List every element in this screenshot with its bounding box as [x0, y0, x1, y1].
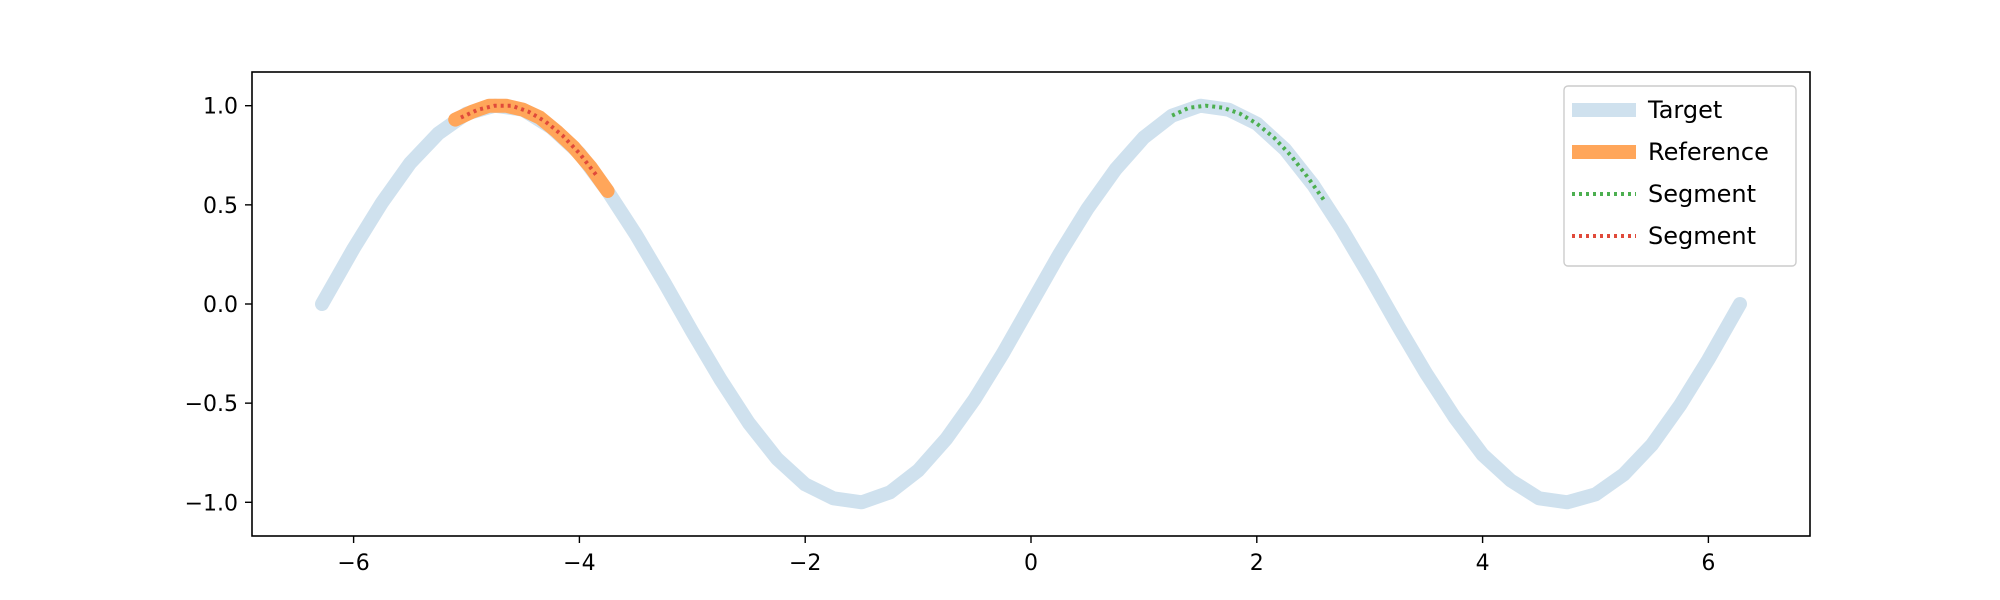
legend-label-1: Reference [1648, 138, 1769, 166]
axis-ticks: −6 −4 −2 0 2 4 6 −1.0 −0.5 0.0 0.5 1.0 [185, 95, 1716, 576]
x-tick-label: −2 [789, 551, 821, 576]
x-tick-label: 6 [1701, 551, 1715, 576]
y-tick-label: 0.0 [203, 293, 238, 318]
x-tick-label: 0 [1024, 551, 1038, 576]
plot-area [315, 98, 1747, 510]
legend-box [1563, 85, 1797, 267]
legend-label-2: Segment [1648, 180, 1756, 208]
y-tick-label: 0.5 [203, 194, 238, 219]
x-tick-label: 2 [1250, 551, 1264, 576]
legend-label-3: Segment [1648, 222, 1756, 250]
y-tick-label: −1.0 [185, 491, 238, 516]
x-tick-label: −6 [337, 551, 369, 576]
y-tick-label: −0.5 [185, 392, 238, 417]
series-line-3 [460, 103, 598, 177]
legend-label-0: Target [1647, 96, 1722, 124]
x-tick-label: 4 [1476, 551, 1490, 576]
legend: Target Reference Segment Segment [1563, 85, 1797, 267]
y-tick-label: 1.0 [203, 95, 238, 120]
x-tick-label: −4 [563, 551, 595, 576]
